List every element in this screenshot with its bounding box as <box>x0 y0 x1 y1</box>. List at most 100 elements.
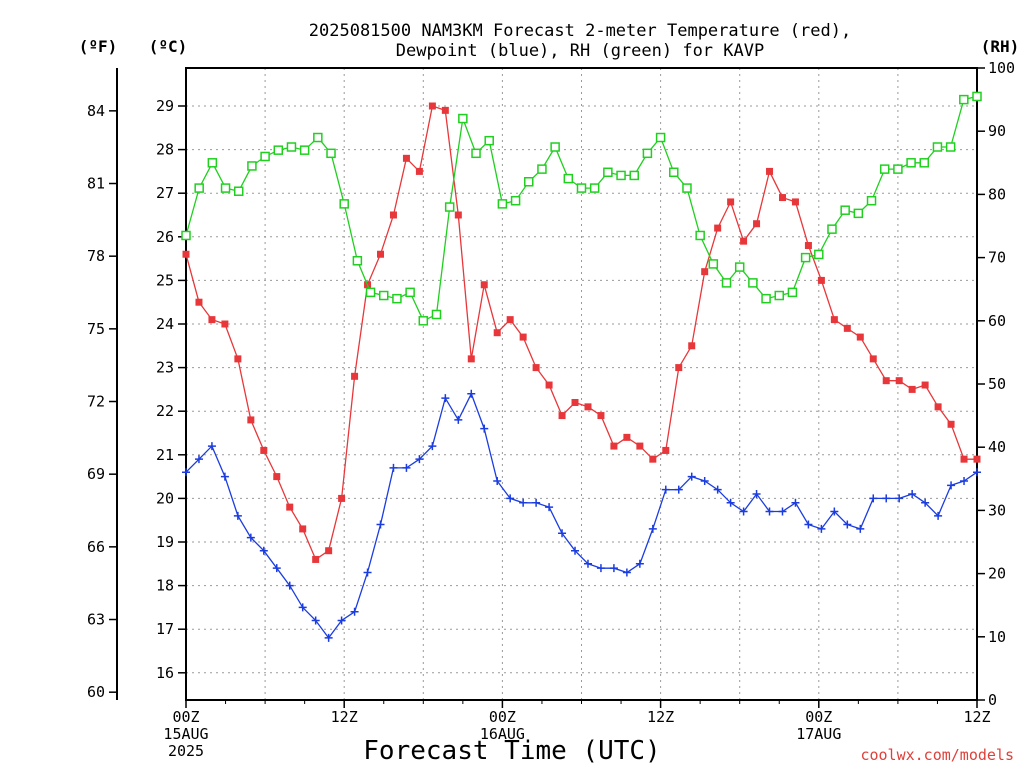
rh-point <box>603 167 613 178</box>
dewpoint-point <box>285 581 294 590</box>
temperature-point <box>571 398 579 406</box>
rh-tick-label: 100 <box>988 59 1015 77</box>
dewpoint-point <box>246 533 255 542</box>
rh-point <box>669 167 679 178</box>
fahrenheit-tick-label: 75 <box>87 320 105 338</box>
dewpoint-point <box>506 494 515 503</box>
temperature-point <box>195 298 203 306</box>
temperature-point <box>714 224 722 232</box>
rh-tick-label: 50 <box>988 375 1006 393</box>
celsius-tick-label: 29 <box>156 97 174 115</box>
temperature-point <box>688 342 696 350</box>
rh-point <box>945 142 956 152</box>
rh-point <box>484 135 494 146</box>
rh-point <box>444 202 455 212</box>
dewpoint-point <box>467 389 476 398</box>
dewpoint-point <box>363 568 372 577</box>
rh-point <box>787 287 798 298</box>
dewpoint-point <box>804 520 813 529</box>
x-tick-label: 16AUG <box>480 725 525 743</box>
rh-point <box>181 230 191 241</box>
dewpoint-point <box>207 442 216 451</box>
dewpoint-point <box>545 503 554 512</box>
dewpoint-point <box>519 498 528 507</box>
temperature-point <box>273 473 281 481</box>
dewpoint-point <box>687 472 696 481</box>
rh-point <box>589 183 600 193</box>
x-tick-label: 15AUG <box>163 725 208 743</box>
temperature-point <box>454 211 462 219</box>
rh-point <box>286 142 297 152</box>
dewpoint-point <box>402 463 411 472</box>
rh-point <box>682 183 692 193</box>
temperature-point <box>247 416 255 424</box>
rh-tick-label: 20 <box>988 565 1006 583</box>
rh-point <box>273 145 284 155</box>
rh-point <box>247 161 257 171</box>
rh-tick-label: 10 <box>988 628 1006 646</box>
rh-point <box>853 208 864 219</box>
temperature-point <box>791 198 799 206</box>
dewpoint-point <box>571 546 580 555</box>
dewpoint-point <box>480 424 489 433</box>
dewpoint-point <box>272 564 281 573</box>
credit-text: coolwx.com/models <box>860 746 1014 764</box>
rh-point <box>365 287 376 298</box>
dewpoint-point <box>532 498 541 507</box>
x-tick-label: 00Z <box>172 708 199 726</box>
fahrenheit-tick-label: 60 <box>87 683 105 701</box>
x-tick-label: 00Z <box>489 708 516 726</box>
rh-point <box>207 158 218 168</box>
rh-point <box>537 164 547 174</box>
temperature-point <box>208 316 216 324</box>
temperature-point <box>921 381 929 389</box>
fahrenheit-tick-label: 72 <box>87 393 105 411</box>
dewpoint-point <box>778 507 787 516</box>
temperature-point <box>908 385 916 393</box>
rh-point <box>906 158 916 168</box>
rh-point <box>919 158 930 168</box>
dewpoint-point <box>726 498 735 507</box>
temperature-point <box>701 268 709 276</box>
rh-point <box>972 91 982 102</box>
dewpoint-point <box>337 616 346 625</box>
rh-line <box>185 95 978 322</box>
temperature-point <box>895 377 903 385</box>
rh-point <box>339 199 349 209</box>
temperature-point <box>415 167 423 175</box>
temperature-point <box>260 446 268 454</box>
temperature-point <box>662 446 670 454</box>
plot-frame <box>185 67 978 701</box>
rh-point <box>932 142 943 152</box>
dewpoint-point <box>635 559 644 568</box>
dewpoint-line <box>185 392 978 639</box>
rh-point <box>392 293 402 304</box>
dewpoint-point <box>960 476 969 485</box>
rh-point <box>959 94 969 105</box>
dewpoint-point <box>376 520 385 529</box>
dewpoint-point <box>674 485 683 494</box>
dewpoint-point <box>713 485 722 494</box>
rh-tick-label: 60 <box>988 312 1006 330</box>
temperature-point <box>649 455 657 463</box>
series-layer <box>181 91 982 642</box>
celsius-tick-label: 28 <box>156 141 174 159</box>
temperature-point <box>234 355 242 363</box>
x-tick-label: 12Z <box>647 708 674 726</box>
dewpoint-point <box>973 468 981 477</box>
chart-title-line-1: 2025081500 NAM3KM Forecast 2-meter Tempe… <box>309 21 851 41</box>
temperature-point <box>506 316 514 324</box>
celsius-unit-label: (ºC) <box>149 37 188 56</box>
temperature-point <box>519 333 527 341</box>
temperature-point <box>597 412 605 420</box>
temperature-point <box>402 154 410 162</box>
fahrenheit-tick-label: 69 <box>87 465 105 483</box>
temperature-point <box>766 167 774 175</box>
temperature-point <box>727 198 735 206</box>
temperature-point <box>675 364 683 372</box>
dewpoint-point <box>415 455 424 464</box>
rh-point <box>352 256 363 266</box>
temperature-point <box>934 403 942 411</box>
